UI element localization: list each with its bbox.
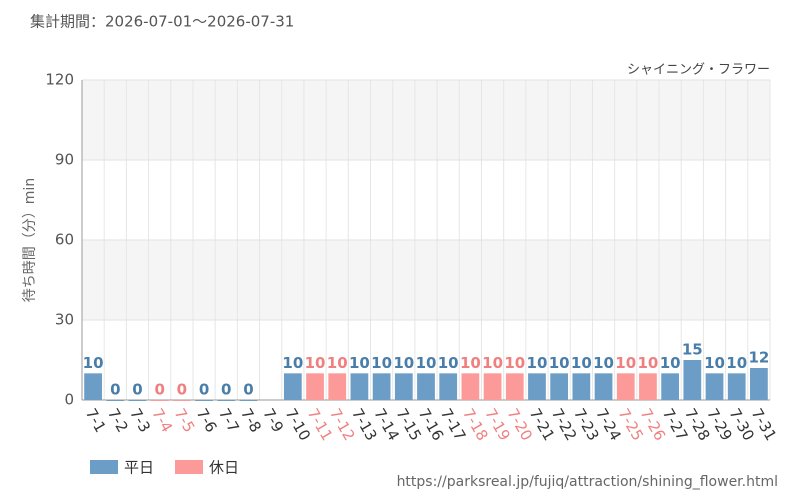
value-label: 10 [549, 354, 570, 372]
bar [594, 373, 613, 400]
value-label: 0 [221, 381, 231, 399]
bar [195, 400, 213, 401]
bar [350, 373, 369, 400]
subtitle: 集計期間：2026-07-01～2026-07-31 [30, 13, 294, 31]
value-label: 10 [593, 354, 614, 372]
value-label: 10 [83, 354, 104, 372]
value-label: 10 [416, 354, 437, 372]
bar [283, 373, 302, 400]
bar [461, 373, 480, 400]
bar [639, 373, 657, 400]
y-tick-label: 60 [55, 231, 74, 249]
legend-swatch [175, 460, 203, 474]
value-label: 10 [349, 354, 370, 372]
x-tick-label: 7-2 [104, 405, 132, 435]
x-tick-label: 7-7 [215, 405, 243, 435]
footer-url: https://parksreal.jp/fujiq/attraction/sh… [397, 474, 778, 490]
bar [417, 373, 435, 400]
y-tick-label: 90 [55, 151, 74, 169]
y-tick-label: 30 [55, 311, 74, 329]
value-label: 10 [393, 354, 414, 372]
value-label: 10 [305, 354, 326, 372]
bar [394, 373, 413, 400]
bar [172, 400, 191, 401]
x-tick-label: 7-3 [126, 405, 154, 435]
bar [550, 373, 569, 400]
legend-label: 平日 [124, 459, 154, 477]
bar [128, 400, 147, 401]
value-label: 10 [371, 354, 392, 372]
bar [505, 373, 524, 400]
value-label: 10 [482, 354, 503, 372]
bar [683, 360, 702, 400]
value-label: 15 [682, 341, 703, 359]
bar [306, 373, 324, 400]
legend-label: 休日 [209, 459, 239, 477]
value-label: 0 [154, 381, 164, 399]
value-label: 10 [637, 354, 658, 372]
value-label: 0 [177, 381, 187, 399]
bar [528, 373, 546, 400]
value-label: 10 [460, 354, 481, 372]
x-tick-label: 7-9 [259, 405, 287, 435]
value-label: 10 [327, 354, 348, 372]
value-label: 10 [438, 354, 459, 372]
bar [372, 373, 391, 400]
value-label: 0 [132, 381, 142, 399]
y-axis-label: 待ち時間（分）min [22, 178, 38, 302]
bar [84, 373, 102, 400]
value-label: 10 [726, 354, 747, 372]
bar [239, 400, 258, 401]
bar [483, 373, 502, 400]
value-label: 10 [615, 354, 636, 372]
x-tick-label: 7-6 [193, 405, 221, 435]
value-label: 10 [282, 354, 303, 372]
bar [727, 373, 746, 400]
bar [106, 400, 125, 401]
value-label: 10 [527, 354, 548, 372]
bar [705, 373, 724, 400]
value-label: 12 [748, 349, 769, 367]
chart-title: シャイニング・フラワー [627, 63, 770, 78]
bar [572, 373, 591, 400]
bar [150, 400, 169, 401]
value-label: 0 [199, 381, 209, 399]
stripe [82, 240, 770, 320]
value-label: 10 [504, 354, 525, 372]
bar [750, 368, 768, 400]
x-tick-label: 7-8 [237, 405, 265, 435]
bar [661, 373, 680, 400]
y-tick-label: 0 [64, 391, 74, 409]
bar [616, 373, 635, 400]
legend-swatch [90, 460, 118, 474]
x-tick-label: 7-5 [171, 405, 199, 435]
stripe [82, 80, 770, 160]
bar [439, 373, 458, 400]
bar [328, 373, 347, 400]
value-label: 10 [660, 354, 681, 372]
value-label: 0 [243, 381, 253, 399]
bar [217, 400, 236, 401]
value-label: 10 [571, 354, 592, 372]
value-label: 10 [704, 354, 725, 372]
y-tick-label: 120 [45, 71, 74, 89]
value-label: 0 [110, 381, 120, 399]
x-tick-label: 7-4 [148, 405, 176, 435]
x-tick-label: 7-1 [82, 405, 110, 435]
